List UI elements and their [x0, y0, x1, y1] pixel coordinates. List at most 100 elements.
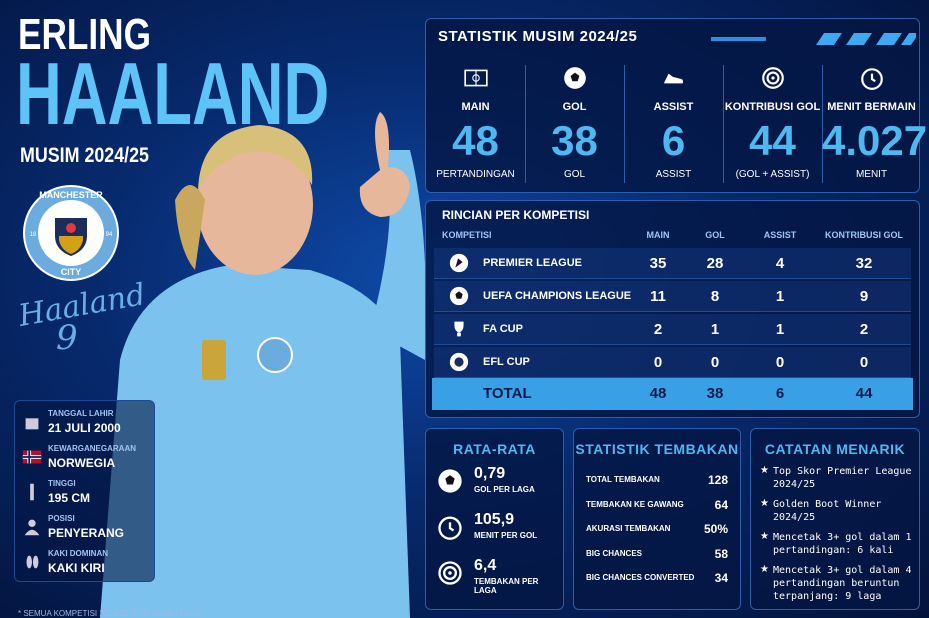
season-wrap: MUSIM 2024/25: [20, 144, 172, 168]
total-value: 48: [649, 385, 667, 402]
average-value: 105,9: [474, 511, 515, 528]
notes-panel: CATATAN MENARIK ★ Top Skor Premier League…: [750, 428, 920, 610]
row-bg: [434, 347, 911, 378]
profile-value: NORWEGIA: [48, 456, 116, 470]
competition-name: FA CUP: [483, 323, 523, 335]
average-label: TEMBAKAN PER LAGA: [474, 577, 539, 595]
last-name-wrap: HAALAND: [16, 50, 451, 138]
total-value: 44: [855, 385, 873, 402]
cell-value: 2: [653, 321, 663, 338]
shot-value: 128: [707, 473, 728, 487]
badge-bottom: CITY: [61, 267, 82, 277]
column-header: GOL: [705, 230, 725, 240]
cell-value: 1: [775, 288, 785, 305]
stat-caption: MENIT: [855, 169, 888, 180]
icon-graphic: [438, 516, 462, 540]
stat-value: 38: [551, 117, 598, 164]
cell-value: 1: [710, 321, 720, 338]
shot-value: 64: [714, 497, 728, 512]
stat-label: MAIN: [461, 101, 490, 113]
shot-label: TOTAL TEMBAKAN: [586, 475, 660, 484]
panel-title: RATA-RATA: [453, 441, 536, 457]
profile-label: TINGGI: [48, 479, 76, 488]
averages-panel: RATA-RATA 0,79 GOL PER LAGA 105,9 MENIT PER…: [425, 428, 564, 610]
icon-graphic: [449, 286, 469, 306]
stat-value: 6: [661, 117, 686, 164]
icon: [21, 551, 43, 573]
icon: [21, 446, 43, 468]
cell-value: 0: [653, 354, 663, 371]
competition-name: PREMIER LEAGUE: [483, 257, 583, 269]
stat-caption: GOL: [563, 169, 586, 180]
shot-value: 50%: [703, 522, 728, 536]
panel-title: STATISTIK MUSIM 2024/25: [438, 28, 638, 45]
icon-graphic: [438, 469, 462, 493]
average-value: 0,79: [474, 465, 506, 482]
icon-graphic: [22, 450, 42, 464]
cell-value: 0: [710, 354, 720, 371]
icon-graphic: [438, 561, 462, 585]
cell-value: 0: [859, 354, 869, 371]
competitions-panel: RINCIAN PER KOMPETISI KOMPETISI MAIN GOL AS…: [425, 200, 920, 418]
cell-value: 11: [650, 288, 666, 305]
profile-value: PENYERANG: [48, 526, 125, 540]
bullet: ★: [760, 498, 769, 509]
shirt-number: 9: [56, 318, 78, 358]
icon: [436, 559, 464, 587]
column-header: KOMPETISI: [442, 230, 492, 240]
cell-value: 0: [775, 354, 785, 371]
icon: [760, 65, 786, 91]
total-value: 6: [775, 385, 785, 402]
shot-value: 58: [714, 546, 728, 561]
stat-label: MENIT BERMAIN: [827, 101, 916, 113]
shooting-panel: STATISTIK TEMBAKAN TOTAL TEMBAKAN 128 TEMB…: [573, 428, 741, 610]
cell-value: 28: [706, 255, 724, 272]
divider: [624, 65, 625, 183]
average-value: 6,4: [474, 557, 497, 574]
divider: [525, 65, 526, 183]
profile-panel: TANGGAL LAHIR 21 JULI 2000 KEWARGANEGARAAN…: [14, 400, 155, 582]
stat-caption: (GOL + ASSIST): [735, 169, 810, 180]
profile-label: POSISI: [48, 514, 75, 523]
last-name: HAALAND: [16, 44, 330, 143]
icon: [448, 285, 470, 307]
stat-value: 48: [452, 117, 499, 164]
cell-value: 4: [775, 255, 785, 272]
season: MUSIM 2024/25: [20, 144, 149, 167]
first-name-wrap: ERLING: [18, 10, 184, 60]
note-text: Mencetak 3+ gol dalam 1 pertandingan: 6 …: [773, 532, 912, 556]
profile-label: KAKI DOMINAN: [48, 549, 108, 558]
first-name: ERLING: [18, 10, 151, 59]
icon: [448, 252, 470, 274]
cell-value: 35: [649, 255, 667, 272]
icon: [21, 411, 43, 433]
shot-label: BIG CHANCES: [586, 548, 643, 558]
icon-graphic: [563, 67, 586, 89]
bullet: ★: [760, 465, 769, 476]
badge-top: MANCHESTER: [39, 190, 103, 200]
profile-label: TANGGAL LAHIR: [48, 409, 114, 418]
average-label: GOL PER LAGA: [474, 485, 535, 494]
icon-graphic: [454, 321, 464, 337]
total-value: 38: [706, 385, 724, 402]
profile-label: KEWARGANEGARAAN: [48, 444, 136, 453]
club-badge: MANCHESTER CITY 18 94: [23, 185, 119, 281]
column-header: ASSIST: [763, 230, 797, 240]
icon-graphic: [663, 73, 683, 84]
bullet: ★: [760, 531, 769, 542]
icon: [859, 65, 885, 91]
cell-value: 8: [710, 288, 720, 305]
average-label: MENIT PER GOL: [474, 531, 538, 540]
stat-label: ASSIST: [653, 101, 694, 113]
cell-value: 9: [859, 288, 869, 305]
divider: [822, 65, 823, 183]
icon-graphic: [449, 253, 469, 273]
row-bg: [434, 314, 911, 345]
icon: [463, 65, 489, 91]
row-bg: [434, 248, 911, 279]
divider: [723, 65, 724, 183]
season-stats-panel: STATISTIK MUSIM 2024/25 MAIN 48 PERTANDING…: [425, 18, 927, 193]
shot-label: TEMBAKAN KE GAWANG: [586, 499, 684, 509]
panel-title: STATISTIK TEMBAKAN: [575, 441, 739, 457]
